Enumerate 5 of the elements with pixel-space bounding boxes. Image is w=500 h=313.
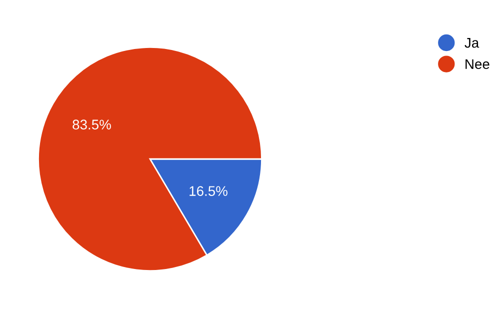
data-label: 16.5% <box>190 186 228 196</box>
legend-label: Nee <box>466 59 490 70</box>
pie-slice <box>38 46 262 272</box>
legend-label: Ja <box>464 38 480 48</box>
data-label: 83.5% <box>72 120 111 130</box>
